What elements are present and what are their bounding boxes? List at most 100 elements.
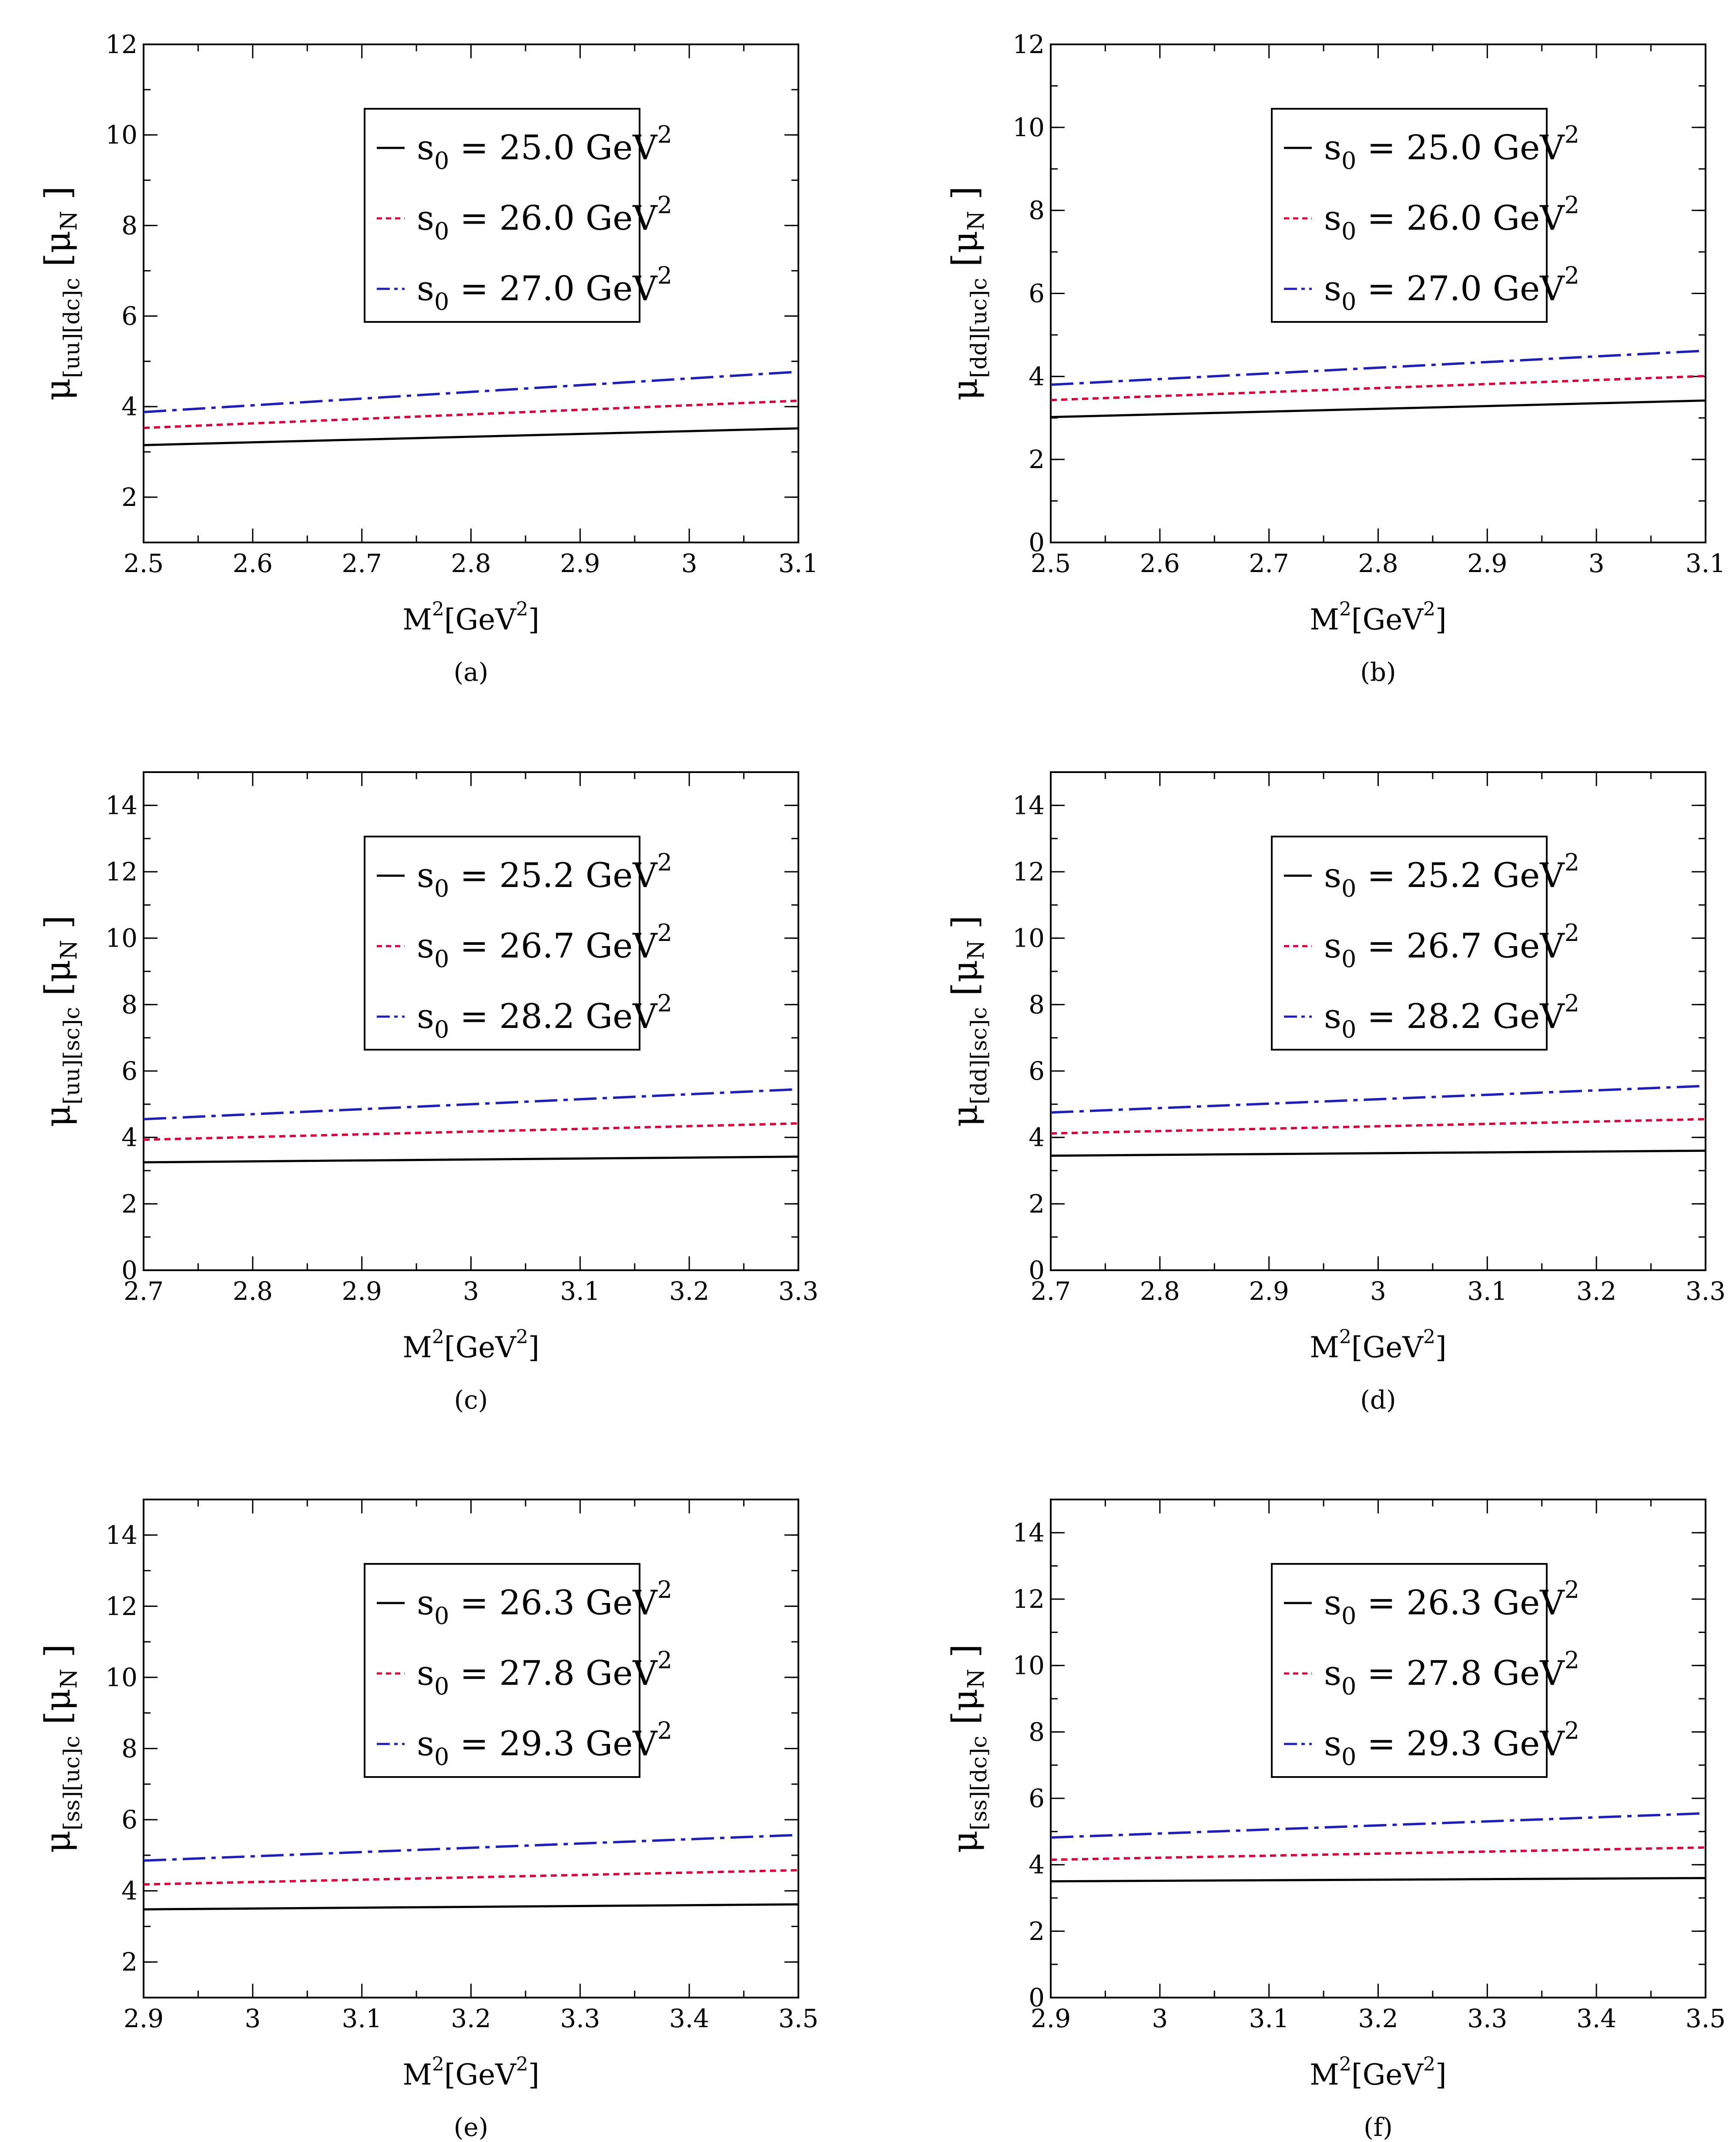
series-line-dashdot: [1050, 1084, 1706, 1114]
legend-entry: s0 = 25.2 GeV2: [417, 849, 672, 902]
legend-entry: s0 = 28.2 GeV2: [417, 990, 672, 1043]
legend-box: [1271, 1563, 1548, 1778]
series-line-solid: [1050, 1149, 1706, 1157]
chart-panel-1: 2.5 2.6 2.7 2.8 2.9 3 3.1 2 4 6 8 10 12 s0 = 25.0 GeV…: [37, 30, 818, 687]
x-tick-label: 2.5: [124, 549, 164, 578]
y-tick-label: 6: [121, 1805, 137, 1834]
chart-panel-6: 2.9 3 3.1 3.2 3.3 3.4 3.5 0 2 4 6 8 10 12 14 s0 = 26.3 …: [945, 1499, 1726, 2142]
series-line-solid: [143, 1155, 799, 1164]
x-tick-label: 2.9: [1467, 549, 1507, 578]
y-tick-label: 4: [1029, 1123, 1045, 1152]
legend-entry: s0 = 25.0 GeV2: [1324, 121, 1579, 174]
y-tick-label: 14: [105, 790, 137, 820]
x-tick-label: 3.1: [1249, 2004, 1289, 2033]
y-tick-label: 2: [121, 482, 137, 512]
x-tick-label: 3.1: [1686, 549, 1726, 578]
y-axis-label: μ[uu][dc]c [μN ]: [37, 186, 84, 401]
x-tick-label: 2.9: [1249, 1276, 1289, 1306]
panel-caption: (b): [1360, 657, 1396, 687]
x-tick-label: 3: [463, 1276, 479, 1306]
x-tick-label: 3.4: [669, 2004, 709, 2033]
y-tick-label: 8: [1029, 196, 1045, 225]
legend-entry: s0 = 26.7 GeV2: [417, 919, 672, 973]
y-tick-label: 10: [105, 120, 137, 150]
y-tick-label: 6: [121, 1056, 137, 1086]
series-line-dashdot: [1050, 349, 1706, 386]
x-axis-label: M2[GeV2]: [1310, 2053, 1447, 2092]
x-axis-label: M2[GeV2]: [1310, 1326, 1447, 1364]
x-tick-label: 2.9: [342, 1276, 382, 1306]
x-tick-label: 2.8: [233, 1276, 273, 1306]
y-tick-label: 12: [105, 30, 137, 59]
x-tick-label: 3.1: [560, 1276, 600, 1306]
legend-box: [364, 108, 640, 323]
series-line-dotted: [1050, 1846, 1706, 1861]
series-line-dotted: [1050, 1118, 1706, 1135]
chart-panel-3: 2.7 2.8 2.9 3 3.1 3.2 3.3 0 2 4 6 8 10 12 14 s0 = 25.2 …: [37, 771, 818, 1415]
legend-entry: s0 = 28.2 GeV2: [1324, 990, 1579, 1043]
panel-caption: (d): [1360, 1385, 1396, 1415]
y-tick-label: 8: [121, 990, 137, 1019]
x-tick-label: 3.3: [1467, 2004, 1507, 2033]
series-line-solid: [1050, 399, 1706, 418]
x-tick-label: 3: [1370, 1276, 1386, 1306]
x-tick-label: 2.9: [124, 2004, 164, 2033]
legend-entry: s0 = 29.3 GeV2: [417, 1717, 672, 1770]
y-tick-label: 6: [1029, 1056, 1045, 1086]
legend-box: [1271, 836, 1548, 1051]
y-tick-label: 8: [121, 1734, 137, 1764]
series-line-dashdot: [143, 1834, 799, 1862]
x-tick-label: 2.7: [124, 1276, 164, 1306]
y-axis-label: μ[ss][dc]c [μN ]: [945, 1644, 992, 1853]
legend-box: [364, 836, 640, 1051]
y-tick-label: 12: [1012, 857, 1045, 887]
x-tick-label: 2.5: [1031, 549, 1071, 578]
y-tick-label: 10: [105, 1663, 137, 1692]
chart-panel-2: 2.5 2.6 2.7 2.8 2.9 3 3.1 0 2 4 6 8 10 12 s0 = 25.0 Ge…: [945, 30, 1726, 687]
y-tick-label: 14: [1012, 1518, 1045, 1547]
chart-panel-4: 2.7 2.8 2.9 3 3.1 3.2 3.3 0 2 4 6 8 10 12 14 s0 = 25.2 …: [945, 771, 1726, 1415]
y-tick-label: 8: [1029, 1717, 1045, 1747]
x-tick-label: 3.1: [342, 2004, 382, 2033]
y-tick-label: 6: [121, 301, 137, 331]
series-line-dashdot: [1050, 1812, 1706, 1839]
series-line-solid: [1050, 1877, 1706, 1883]
series-line-dashdot: [143, 370, 799, 413]
y-tick-label: 0: [1029, 528, 1045, 557]
x-tick-label: 3.5: [1686, 2004, 1726, 2033]
chart-panel-5: 2.9 3 3.1 3.2 3.3 3.4 3.5 2 4 6 8 10 12 14 s0 = 26.3 G…: [37, 1499, 818, 2142]
y-tick-label: 14: [105, 1520, 137, 1550]
y-tick-label: 4: [1029, 361, 1045, 391]
x-tick-label: 3.2: [451, 2004, 491, 2033]
panel-caption: (f): [1364, 2112, 1393, 2142]
y-tick-label: 12: [105, 1591, 137, 1621]
x-tick-label: 2.8: [1140, 1276, 1180, 1306]
legend-entry: s0 = 26.3 GeV2: [1324, 1576, 1579, 1630]
x-tick-label: 2.8: [1358, 549, 1398, 578]
panel-caption: (a): [454, 657, 489, 687]
y-tick-label: 14: [1012, 790, 1045, 820]
x-tick-label: 3.2: [1358, 2004, 1398, 2033]
y-tick-label: 0: [1029, 1983, 1045, 2012]
x-tick-label: 3.1: [1467, 1276, 1507, 1306]
legend-entry: s0 = 26.7 GeV2: [1324, 919, 1579, 973]
y-tick-label: 0: [1029, 1255, 1045, 1285]
legend-box: [364, 1563, 640, 1778]
x-tick-label: 3: [245, 2004, 261, 2033]
legend-entry: s0 = 29.3 GeV2: [1324, 1717, 1579, 1770]
y-tick-label: 2: [1029, 1916, 1045, 1946]
x-axis-label: M2[GeV2]: [402, 598, 540, 636]
legend-entry: s0 = 25.0 GeV2: [417, 121, 672, 174]
x-tick-label: 3: [1152, 2004, 1168, 2033]
y-tick-label: 10: [1012, 924, 1045, 953]
series-line-dotted: [143, 1869, 799, 1886]
series-line-solid: [143, 1903, 799, 1911]
y-tick-label: 6: [1029, 279, 1045, 308]
legend-entry: s0 = 26.3 GeV2: [417, 1576, 672, 1630]
x-tick-label: 3.4: [1576, 2004, 1616, 2033]
y-axis-label: μ[ss][uc]c [μN ]: [37, 1644, 84, 1853]
y-axis-label: μ[dd][uc]c [μN ]: [945, 186, 992, 401]
x-tick-label: 3.1: [778, 549, 818, 578]
series-line-solid: [143, 427, 799, 446]
